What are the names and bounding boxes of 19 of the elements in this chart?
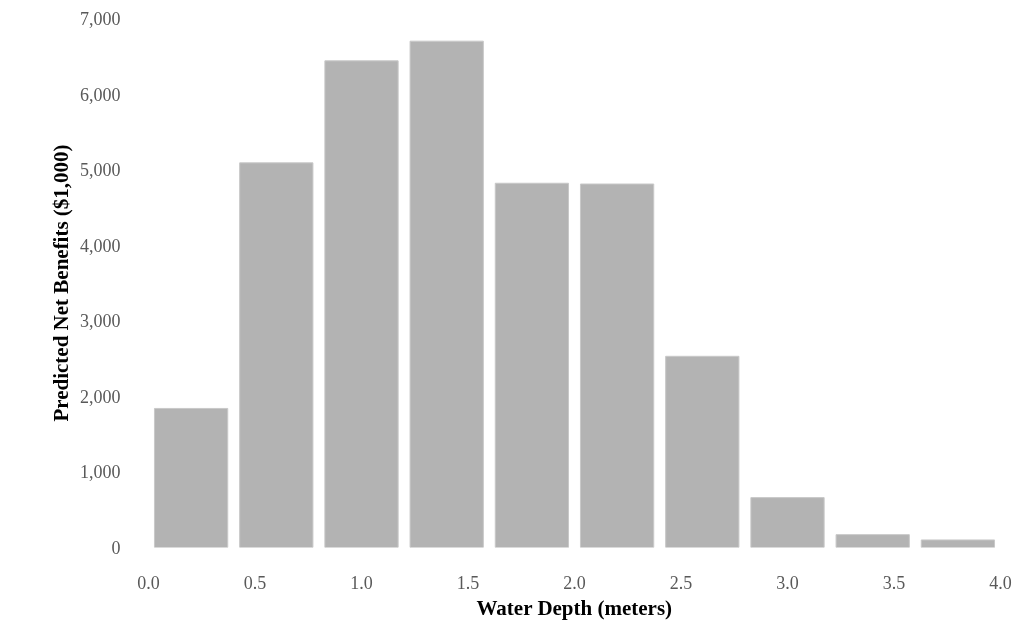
x-tick-label: 4.0: [989, 572, 1012, 593]
y-tick-label: 7,000: [80, 9, 121, 29]
x-tick-label: 2.5: [669, 572, 693, 593]
x-tick-label: 0.5: [243, 572, 267, 593]
x-tick-label: 3.5: [882, 572, 906, 593]
y-tick-label: 5,000: [80, 160, 121, 181]
x-tick-label: 2.0: [563, 572, 586, 593]
x-tick-label: 1.5: [456, 572, 480, 593]
x-tick-label: 1.0: [350, 572, 373, 593]
y-tick-label: 6,000: [80, 84, 121, 105]
x-axis-title: Water Depth (meters): [476, 595, 673, 620]
x-tick-label: 3.0: [776, 572, 799, 593]
y-tick-label: 4,000: [80, 235, 121, 256]
y-axis-title: Predicted Net Benefits ($1,000): [49, 144, 73, 422]
y-tick-label: 0: [111, 538, 121, 558]
y-tick-label: 3,000: [80, 311, 121, 332]
x-tick-label: 0.0: [137, 572, 160, 593]
y-tick-label: 1,000: [80, 462, 121, 483]
y-tick-label: 2,000: [80, 386, 121, 407]
